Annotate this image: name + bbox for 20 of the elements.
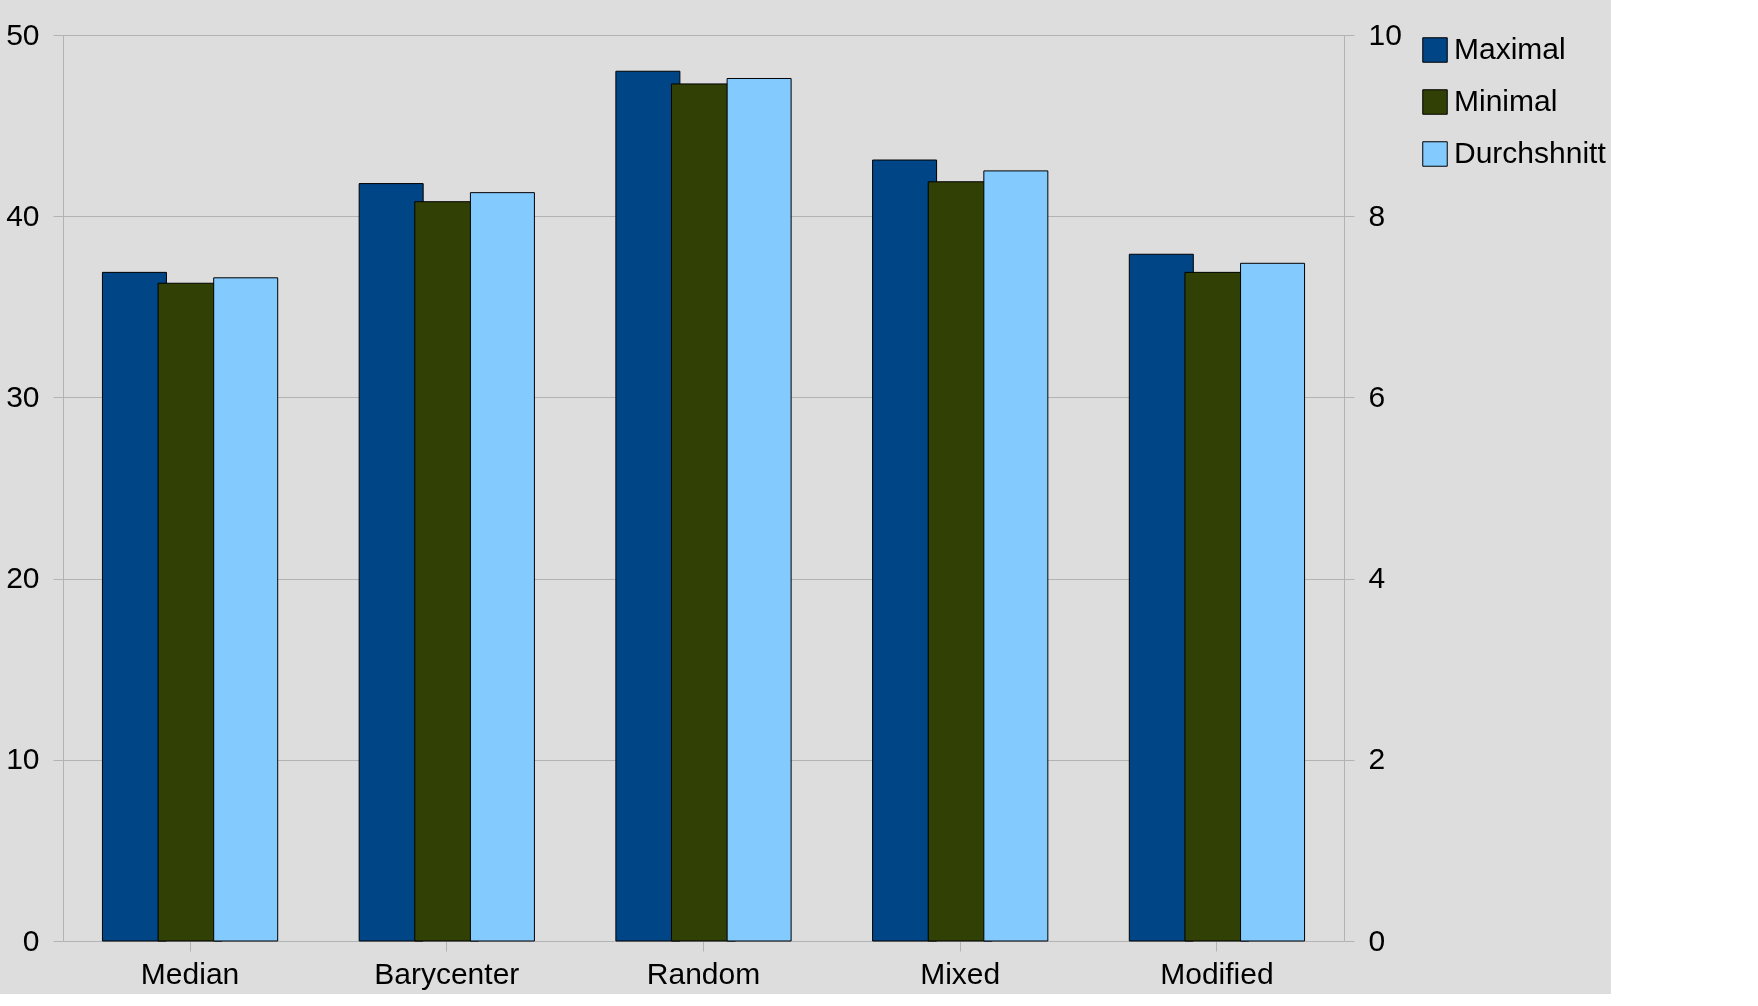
y2-tick-label: 0 <box>1368 923 1386 957</box>
y-tick-label: 30 <box>6 379 40 413</box>
y-tick-label: 50 <box>6 17 40 51</box>
y2-tick-label: 10 <box>1368 17 1402 51</box>
y-tick-label: 10 <box>6 742 40 776</box>
legend-label: Durchshnitt <box>1454 136 1607 169</box>
x-tick-label: Mixed <box>920 956 1001 990</box>
x-tick-label: Median <box>140 956 240 990</box>
legend-label: Maximal <box>1454 32 1566 65</box>
y-tick-label: 40 <box>6 198 40 232</box>
y2-tick-label: 4 <box>1368 561 1386 595</box>
x-tick-label: Barycenter <box>374 956 520 990</box>
y2-tick-label: 8 <box>1368 198 1386 232</box>
x-tick-label: Modified <box>1160 956 1274 990</box>
y2-tick-label: 2 <box>1368 742 1386 776</box>
legend-label: Minimal <box>1454 84 1558 117</box>
y-tick-label: 0 <box>22 923 40 957</box>
x-tick-label: Random <box>646 956 761 990</box>
y-tick-label: 20 <box>6 561 40 595</box>
y2-tick-label: 6 <box>1368 379 1386 413</box>
